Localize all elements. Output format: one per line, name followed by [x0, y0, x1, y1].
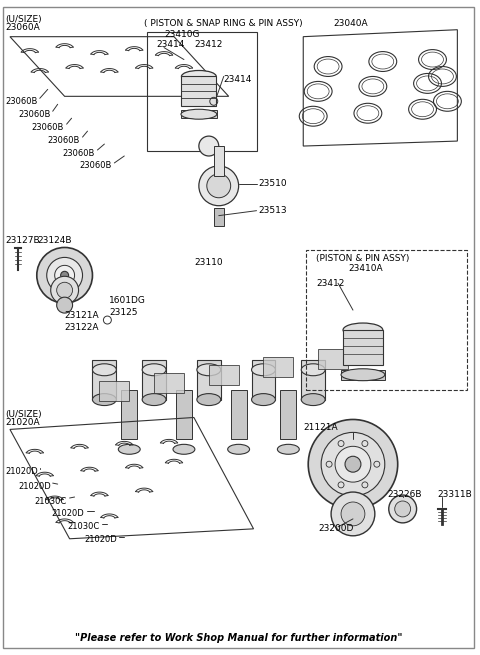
Bar — [343, 330, 383, 365]
Bar — [209, 365, 239, 384]
Ellipse shape — [142, 394, 166, 405]
Bar — [154, 373, 184, 392]
Bar — [93, 360, 116, 400]
Bar — [142, 360, 166, 400]
Text: 23060B: 23060B — [18, 110, 50, 119]
Text: 23412: 23412 — [194, 40, 222, 49]
Ellipse shape — [341, 369, 385, 381]
Ellipse shape — [343, 323, 383, 337]
Circle shape — [47, 257, 83, 293]
Text: 23060B: 23060B — [80, 161, 112, 170]
Ellipse shape — [181, 71, 216, 83]
Text: 23414: 23414 — [224, 75, 252, 84]
Text: 23311B: 23311B — [437, 489, 472, 498]
Circle shape — [57, 282, 72, 298]
Bar — [306, 250, 468, 390]
Text: 23122A: 23122A — [65, 324, 99, 333]
Text: 21030C: 21030C — [35, 496, 67, 506]
Circle shape — [308, 419, 398, 509]
Text: 21020A: 21020A — [5, 418, 39, 427]
Text: 23060B: 23060B — [62, 149, 95, 157]
Circle shape — [199, 166, 239, 206]
Text: 21020D: 21020D — [5, 466, 38, 476]
Text: 23127B: 23127B — [5, 236, 39, 245]
Bar — [181, 77, 216, 106]
Text: 23200D: 23200D — [318, 525, 354, 533]
Ellipse shape — [118, 444, 140, 455]
Text: (U/SIZE): (U/SIZE) — [5, 410, 42, 419]
Bar — [301, 360, 325, 400]
Circle shape — [335, 446, 371, 482]
Ellipse shape — [197, 394, 221, 405]
Text: 21030C: 21030C — [68, 522, 100, 531]
Text: 23513: 23513 — [259, 206, 287, 215]
Text: 23125: 23125 — [109, 308, 138, 316]
Text: 23060A: 23060A — [5, 23, 40, 32]
Circle shape — [389, 495, 417, 523]
Bar — [214, 146, 224, 176]
Text: 23410A: 23410A — [348, 264, 383, 273]
Ellipse shape — [228, 444, 250, 455]
Bar — [197, 360, 221, 400]
Text: 23110: 23110 — [194, 258, 223, 267]
Bar — [231, 390, 247, 440]
Circle shape — [60, 271, 69, 279]
Circle shape — [57, 297, 72, 313]
Bar — [341, 370, 385, 380]
Circle shape — [341, 502, 365, 526]
Ellipse shape — [93, 364, 116, 376]
Text: 21020D: 21020D — [84, 535, 117, 544]
Bar — [264, 357, 293, 377]
Text: 23410G: 23410G — [164, 30, 200, 39]
Bar — [147, 31, 256, 151]
Circle shape — [51, 276, 79, 304]
Ellipse shape — [252, 364, 276, 376]
Ellipse shape — [301, 364, 325, 376]
Circle shape — [55, 265, 74, 285]
Text: 23121A: 23121A — [65, 310, 99, 320]
Ellipse shape — [93, 394, 116, 405]
Text: 23060B: 23060B — [5, 97, 37, 106]
Circle shape — [321, 432, 385, 496]
Text: 23124B: 23124B — [38, 236, 72, 245]
Text: 23510: 23510 — [259, 179, 287, 189]
Circle shape — [331, 492, 375, 536]
Text: "Please refer to Work Shop Manual for further information": "Please refer to Work Shop Manual for fu… — [75, 633, 402, 643]
Bar — [318, 349, 348, 369]
Text: 23412: 23412 — [316, 279, 345, 288]
Ellipse shape — [181, 109, 217, 119]
Text: 23414: 23414 — [156, 40, 184, 49]
Bar — [176, 390, 192, 440]
Bar — [252, 360, 276, 400]
Circle shape — [207, 174, 231, 198]
Ellipse shape — [277, 444, 299, 455]
Ellipse shape — [142, 364, 166, 376]
Circle shape — [37, 248, 93, 303]
Bar — [280, 390, 296, 440]
Circle shape — [345, 457, 361, 472]
Bar — [181, 110, 217, 118]
Ellipse shape — [252, 394, 276, 405]
Circle shape — [395, 501, 410, 517]
Text: 21020D: 21020D — [18, 481, 51, 491]
Text: 23060B: 23060B — [48, 136, 80, 145]
Ellipse shape — [301, 394, 325, 405]
Bar — [214, 208, 224, 225]
Ellipse shape — [197, 364, 221, 376]
Text: 1601DG: 1601DG — [109, 295, 146, 305]
Circle shape — [199, 136, 219, 156]
Text: (PISTON & PIN ASSY): (PISTON & PIN ASSY) — [316, 254, 409, 263]
Text: ( PISTON & SNAP RING & PIN ASSY): ( PISTON & SNAP RING & PIN ASSY) — [144, 19, 303, 28]
Bar — [121, 390, 137, 440]
Text: 23226B: 23226B — [388, 489, 422, 498]
Ellipse shape — [173, 444, 195, 455]
Text: 21020D: 21020D — [52, 510, 84, 518]
Text: 23040A: 23040A — [333, 19, 368, 28]
Text: 21121A: 21121A — [303, 423, 338, 432]
Bar — [99, 381, 129, 401]
Text: 23060B: 23060B — [32, 122, 64, 132]
Text: (U/SIZE): (U/SIZE) — [5, 15, 42, 24]
